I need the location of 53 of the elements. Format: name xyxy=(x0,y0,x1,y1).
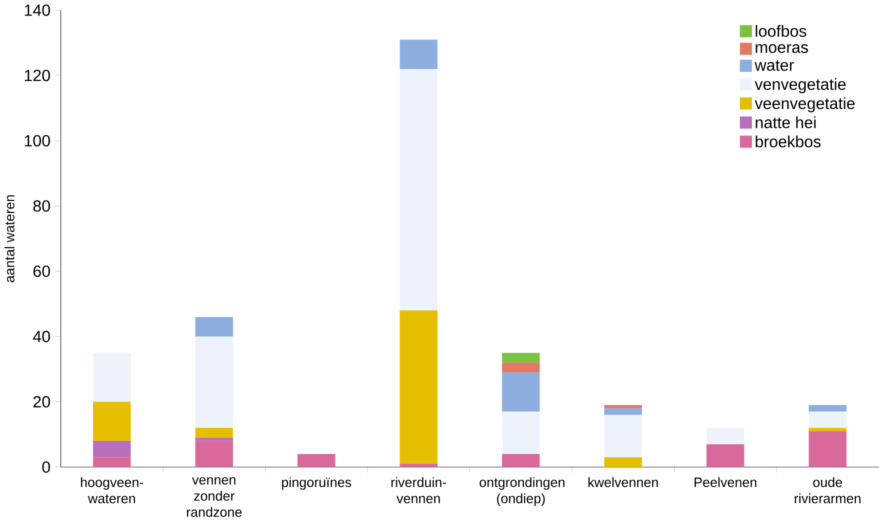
bar xyxy=(93,457,131,467)
bar xyxy=(400,310,438,464)
bar xyxy=(93,352,131,402)
legend-label: natte hei xyxy=(756,116,816,128)
x-tick-label: vennen zonder randzone xyxy=(186,476,242,517)
bar xyxy=(808,404,846,412)
bar xyxy=(502,362,540,372)
bar xyxy=(195,437,234,441)
bar xyxy=(604,457,642,467)
bar xyxy=(195,428,234,438)
legend-label: venvegetatie xyxy=(754,78,846,93)
bar xyxy=(502,352,540,362)
bar xyxy=(502,372,540,412)
bar xyxy=(502,411,540,454)
y-tick-label: 20 xyxy=(33,396,50,408)
bar xyxy=(298,454,336,467)
bar xyxy=(706,428,744,444)
bar xyxy=(400,39,438,69)
bar xyxy=(400,464,438,467)
bar xyxy=(195,336,234,428)
bar xyxy=(808,430,846,467)
y-tick-label: 60 xyxy=(33,265,50,277)
bar xyxy=(502,454,540,467)
legend-label: loofbos xyxy=(756,24,806,37)
bar xyxy=(400,68,438,310)
bar xyxy=(604,404,642,408)
y-tick-label: 100 xyxy=(24,134,50,146)
bar xyxy=(604,414,642,458)
x-tick-label: kwelvennen xyxy=(588,476,658,487)
legend-label: veenvegetatie xyxy=(754,97,855,112)
bar xyxy=(808,428,846,431)
bar xyxy=(604,408,642,415)
y-tick-label: 140 xyxy=(24,4,50,16)
x-tick-label: riverduin-vennen xyxy=(391,476,446,504)
y-tick-label: 120 xyxy=(24,70,50,81)
y-tick-label: 0 xyxy=(42,461,50,473)
bar xyxy=(93,440,131,458)
y-tick-label: 80 xyxy=(33,200,50,212)
x-tick-label: Peelvenen xyxy=(694,476,756,487)
x-tick-label: oude rivierarmen xyxy=(794,476,860,504)
bar xyxy=(808,411,846,428)
bar xyxy=(93,402,131,441)
x-tick-label: ontgrondingen (ondiep) xyxy=(480,476,564,506)
y-axis-title: aantal wateren xyxy=(4,195,14,282)
bar xyxy=(195,316,234,336)
y-tick-label: 40 xyxy=(33,330,50,342)
legend-label: broekbos xyxy=(756,135,821,148)
legend-label: water xyxy=(754,60,794,71)
x-tick-label: pingoruïnes xyxy=(282,476,352,490)
bar xyxy=(706,444,744,467)
x-tick-label: hoogveen-wateren xyxy=(80,476,144,504)
legend-label: moeras xyxy=(756,44,808,53)
bar xyxy=(195,440,234,467)
